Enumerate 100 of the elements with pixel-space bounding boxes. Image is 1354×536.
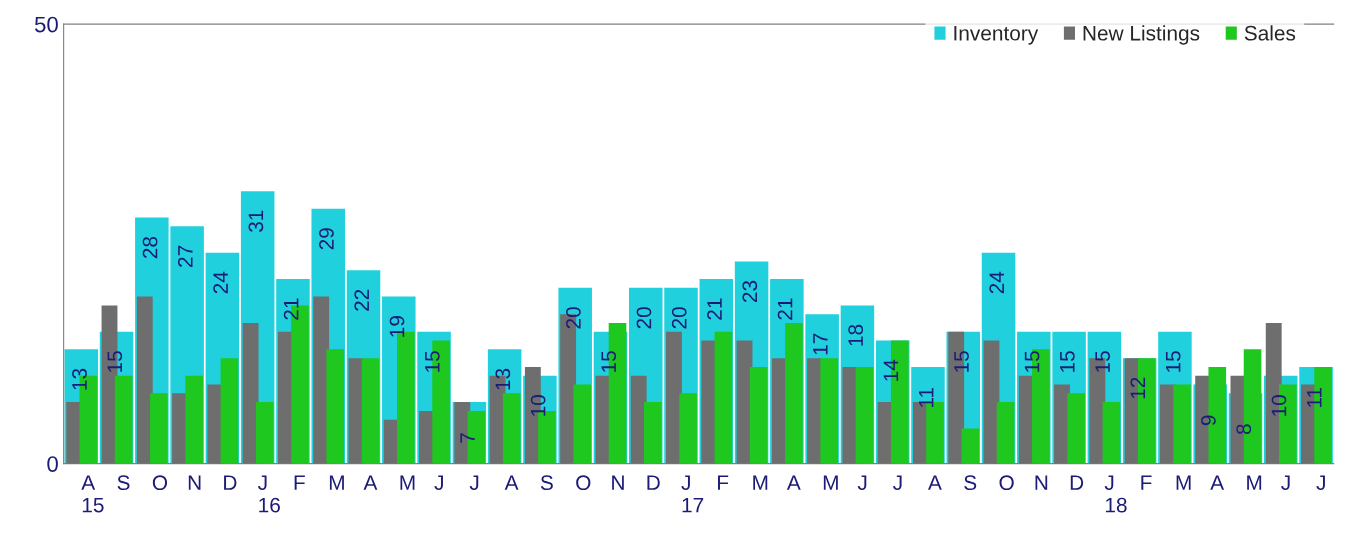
data-label: 7: [460, 433, 475, 443]
bar: [150, 393, 168, 464]
x-tick-label: F: [294, 475, 305, 490]
bar: [361, 358, 380, 464]
data-label: 14: [883, 359, 899, 381]
data-label: 24: [989, 271, 1004, 294]
bar: [114, 375, 133, 464]
legend-label: New Listings: [1083, 25, 1200, 45]
data-label: 15: [954, 351, 969, 372]
data-label: 23: [742, 280, 758, 303]
data-label: 31: [248, 210, 264, 233]
bar: [855, 366, 874, 464]
x-tick-label: S: [964, 475, 977, 491]
data-label: 15: [1060, 351, 1075, 372]
bar: [1173, 384, 1191, 464]
bar: [220, 358, 239, 464]
data-label: 15: [1165, 351, 1181, 372]
x-tick-label: D: [1070, 475, 1084, 490]
data-label: 17: [813, 333, 828, 355]
data-label: 20: [566, 307, 581, 329]
data-label: 10: [1271, 395, 1287, 416]
x-tick-label: J: [1316, 475, 1325, 491]
x-tick-label: N: [1035, 475, 1048, 490]
data-label: 21: [283, 298, 299, 320]
legend-label: Inventory: [954, 26, 1039, 45]
x-tick-label: A: [786, 475, 801, 490]
data-label: 9: [1201, 415, 1216, 426]
x-tick-label: J: [434, 475, 443, 491]
x-tick-label: J 16: [258, 475, 280, 513]
data-label: 20: [636, 307, 652, 329]
x-tick-label: A: [928, 475, 942, 490]
x-tick-label: D: [647, 475, 660, 490]
x-tick-label: A: [504, 475, 519, 490]
bar: [996, 402, 1015, 464]
x-tick-label: J 17: [681, 475, 704, 513]
x-tick-label: O: [576, 475, 591, 491]
bar: [242, 322, 259, 464]
x-tick-label: D: [224, 475, 237, 490]
x-tick-label: J: [1281, 475, 1290, 491]
x-tick-label: M: [400, 475, 415, 490]
bar: [255, 402, 274, 464]
x-tick-label: S: [117, 475, 130, 491]
data-label: 28: [142, 236, 158, 259]
bar: [961, 428, 980, 464]
y-tick-label: 0: [47, 456, 58, 472]
bar: [136, 296, 153, 464]
bar: [820, 358, 839, 464]
x-tick-label: O: [152, 475, 168, 491]
data-label: 24: [213, 271, 228, 294]
x-tick-label: S: [540, 475, 553, 491]
data-label: 21: [707, 298, 722, 320]
x-tick-label: J: [469, 475, 479, 491]
x-tick-label: M: [823, 475, 838, 490]
data-label: 12: [1130, 377, 1146, 399]
x-tick-label: A 15: [81, 475, 104, 513]
data-label: 27: [177, 245, 193, 267]
x-tick-label: A: [1210, 475, 1225, 490]
data-label: 10: [530, 395, 546, 416]
data-label: 29: [319, 228, 334, 250]
bar: [1102, 402, 1121, 464]
bar: [1067, 393, 1085, 464]
x-tick-label: A: [363, 475, 378, 490]
x-tick-label: F: [718, 475, 729, 490]
bar: [643, 402, 662, 464]
data-label: 15: [1095, 351, 1110, 372]
y-tick-label: 50: [34, 16, 58, 33]
data-label: 20: [671, 307, 687, 329]
bar: [573, 384, 592, 464]
data-label: 11: [1307, 387, 1322, 408]
bar: [714, 331, 733, 464]
bar: [666, 331, 682, 464]
data-label: 15: [601, 351, 617, 372]
data-label: 15: [425, 351, 440, 372]
bar: [785, 322, 803, 464]
bar: [749, 366, 768, 464]
legend-label: Sales: [1244, 25, 1296, 41]
data-label: 11: [919, 387, 934, 408]
x-tick-label: J 18: [1104, 475, 1127, 513]
data-label: 21: [777, 298, 793, 320]
data-label: 19: [389, 316, 405, 337]
x-tick-label: J: [893, 475, 902, 491]
data-label: 13: [495, 368, 511, 390]
data-label: 15: [107, 351, 123, 372]
bar: [502, 393, 521, 464]
data-label: 13: [72, 368, 87, 390]
bar: [679, 393, 697, 464]
data-label: 22: [354, 289, 369, 311]
x-tick-label: J: [857, 475, 867, 491]
data-label: 18: [848, 324, 864, 346]
x-tick-label: F: [1141, 475, 1152, 490]
data-label: 15: [1024, 351, 1040, 372]
x-tick-label: O: [999, 475, 1014, 491]
bar: [326, 349, 345, 464]
x-tick-label: N: [612, 475, 624, 490]
x-tick-label: M: [1176, 475, 1191, 490]
x-tick-label: M: [753, 475, 768, 490]
x-tick-label: M: [329, 475, 344, 490]
x-tick-label: N: [188, 475, 201, 490]
bar: [185, 375, 203, 464]
x-tick-label: M: [1247, 475, 1262, 490]
